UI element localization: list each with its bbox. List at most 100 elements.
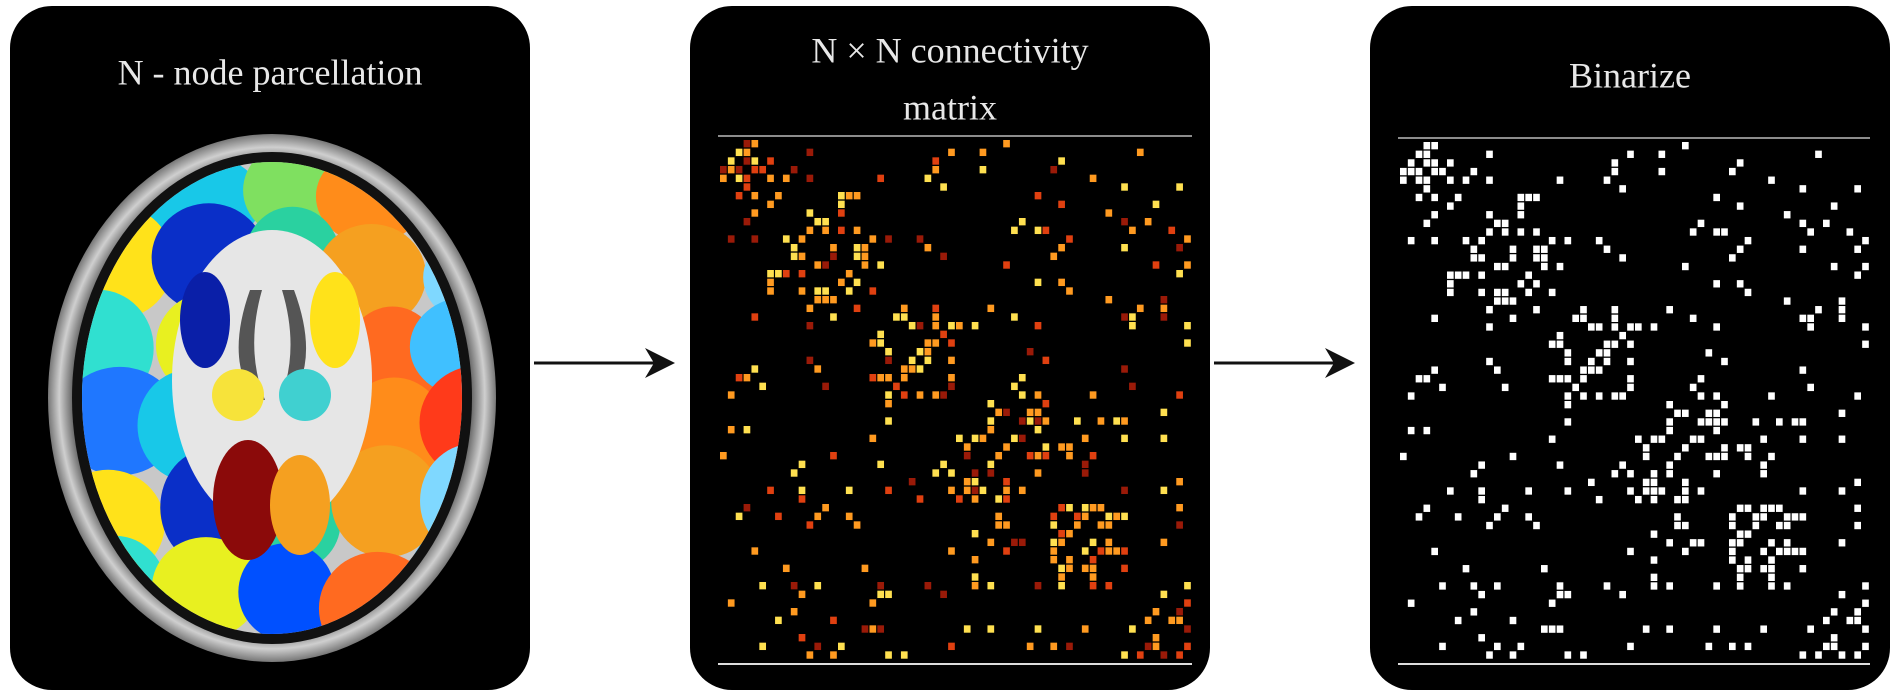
matrix-cell bbox=[1651, 556, 1658, 563]
matrix-cell bbox=[767, 157, 774, 164]
matrix-cell bbox=[995, 495, 1002, 502]
matrix-cell bbox=[1019, 539, 1026, 546]
matrix-cell bbox=[1082, 461, 1089, 468]
matrix-cell bbox=[1666, 427, 1673, 434]
matrix-cell bbox=[1839, 539, 1846, 546]
matrix-cell bbox=[1823, 643, 1830, 650]
matrix-cell bbox=[1729, 539, 1736, 546]
matrix-cell bbox=[838, 192, 845, 199]
matrix-cell bbox=[736, 374, 743, 381]
matrix-cell bbox=[1486, 323, 1493, 330]
matrix-cell bbox=[1408, 392, 1415, 399]
matrix-cell bbox=[1145, 218, 1152, 225]
matrix-cell bbox=[799, 270, 806, 277]
matrix-cell bbox=[736, 513, 743, 520]
matrix-cell bbox=[1121, 487, 1128, 494]
matrix-cell bbox=[1518, 643, 1525, 650]
matrix-cell bbox=[1659, 151, 1666, 158]
matrix-cell bbox=[932, 322, 939, 329]
matrix-cell bbox=[1090, 582, 1097, 589]
matrix-cell bbox=[1416, 194, 1423, 201]
matrix-cell bbox=[1557, 332, 1564, 339]
matrix-cell bbox=[1690, 539, 1697, 546]
matrix-cell bbox=[1580, 392, 1587, 399]
matrix-cell bbox=[1807, 384, 1814, 391]
matrix-cell bbox=[1549, 289, 1556, 296]
matrix-cell bbox=[1737, 531, 1744, 538]
matrix-cell bbox=[1604, 582, 1611, 589]
matrix-cell bbox=[1439, 384, 1446, 391]
matrix-cell bbox=[1737, 159, 1744, 166]
matrix-cell bbox=[1745, 289, 1752, 296]
matrix-cell bbox=[807, 209, 814, 216]
matrix-cell bbox=[1533, 306, 1540, 313]
matrix-cell bbox=[1011, 227, 1018, 234]
matrix-cell bbox=[869, 339, 876, 346]
matrix-cell bbox=[1121, 417, 1128, 424]
matrix-cell bbox=[1768, 539, 1775, 546]
matrix-cell bbox=[1019, 391, 1026, 398]
matrix-cell bbox=[901, 391, 908, 398]
matrix-cell bbox=[1431, 211, 1438, 218]
matrix-cell bbox=[791, 469, 798, 476]
matrix-cell bbox=[1666, 461, 1673, 468]
matrix-cell bbox=[807, 651, 814, 658]
matrix-cell bbox=[885, 374, 892, 381]
matrix-cell bbox=[1682, 410, 1689, 417]
matrix-cell bbox=[1408, 237, 1415, 244]
matrix-cell bbox=[893, 383, 900, 390]
matrix-cell bbox=[807, 227, 814, 234]
matrix-cell bbox=[956, 435, 963, 442]
matrix-cell bbox=[783, 175, 790, 182]
matrix-cell bbox=[751, 235, 758, 242]
matrix-cell bbox=[838, 279, 845, 286]
matrix-cell bbox=[1549, 600, 1556, 607]
matrix-cell bbox=[1807, 323, 1814, 330]
matrix-cell bbox=[1588, 358, 1595, 365]
matrix-cell bbox=[1862, 341, 1869, 348]
matrix-cell bbox=[1760, 625, 1767, 632]
matrix-cell bbox=[1003, 495, 1010, 502]
matrix-cell bbox=[1502, 228, 1509, 235]
matrix-cell bbox=[1682, 522, 1689, 529]
matrix-cell bbox=[1588, 323, 1595, 330]
matrix-cell bbox=[1431, 159, 1438, 166]
matrix-cell bbox=[1533, 522, 1540, 529]
matrix-cell bbox=[972, 435, 979, 442]
matrix-cell bbox=[1027, 348, 1034, 355]
matrix-cell bbox=[720, 175, 727, 182]
matrix-cell bbox=[1176, 608, 1183, 615]
matrix-cell bbox=[728, 157, 735, 164]
matrix-cell bbox=[1129, 227, 1136, 234]
matrix-cell bbox=[830, 296, 837, 303]
matrix-cell bbox=[846, 487, 853, 494]
matrix-cell bbox=[1698, 487, 1705, 494]
matrix-cell bbox=[917, 235, 924, 242]
matrix-cell bbox=[846, 192, 853, 199]
matrix-cell bbox=[1486, 522, 1493, 529]
matrix-cell bbox=[1074, 521, 1081, 528]
matrix-cell bbox=[1168, 617, 1175, 624]
matrix-cell bbox=[1019, 374, 1026, 381]
matrix-cell bbox=[1619, 332, 1626, 339]
matrix-cell bbox=[1066, 504, 1073, 511]
matrix-cell bbox=[1416, 168, 1423, 175]
matrix-cell bbox=[1525, 272, 1532, 279]
matrix-cell bbox=[1082, 513, 1089, 520]
matrix-cell bbox=[1776, 418, 1783, 425]
matrix-cell bbox=[1518, 228, 1525, 235]
matrix-cell bbox=[987, 417, 994, 424]
matrix-cell bbox=[1176, 183, 1183, 190]
matrix-cell bbox=[1518, 280, 1525, 287]
matrix-cell bbox=[846, 287, 853, 294]
matrix-cell bbox=[980, 487, 987, 494]
matrix-cell bbox=[1651, 531, 1658, 538]
matrix-cell bbox=[751, 157, 758, 164]
matrix-cell bbox=[1721, 418, 1728, 425]
matrix-cell bbox=[759, 582, 766, 589]
matrix-cell bbox=[1619, 185, 1626, 192]
matrix-cell bbox=[885, 651, 892, 658]
matrix-cell bbox=[1557, 341, 1564, 348]
matrix-cell bbox=[1721, 444, 1728, 451]
matrix-cell bbox=[1612, 392, 1619, 399]
